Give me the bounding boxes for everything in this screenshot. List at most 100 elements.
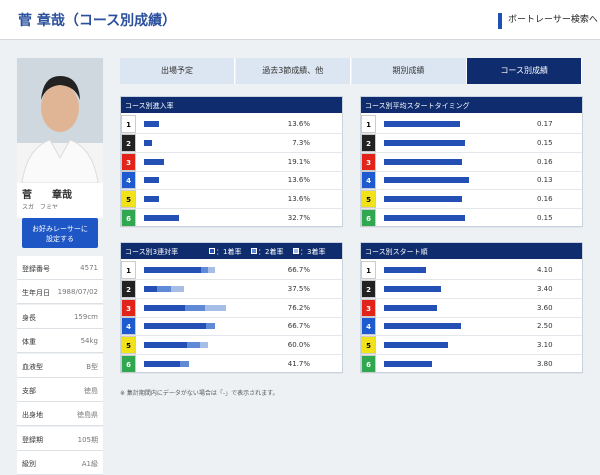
info-row: 身長 159cm: [17, 304, 103, 329]
value-label: 0.15: [537, 138, 553, 147]
value-label: 60.0%: [287, 341, 310, 350]
value-label: 19.1%: [287, 157, 310, 166]
panel: コース別進入率 1 13.6% 2 7.3% 3 19.1% 4 13.6% 5 13.6% 6 32.…: [120, 96, 343, 228]
bar-segment: [170, 285, 185, 292]
row-line: [121, 297, 342, 299]
row-line: [121, 170, 342, 172]
row-line: [361, 373, 582, 374]
row-line: [361, 279, 582, 280]
value-label: 41.7%: [287, 360, 310, 368]
value-label: 66.7%: [287, 322, 310, 331]
tab[interactable]: コース別成績: [467, 58, 583, 84]
bar: [384, 342, 448, 349]
panel: コース別平均スタートタイミング 1 0.17 2 0.15 3 0.16 4 0.13 5 0.16…: [360, 96, 583, 228]
row-line: [361, 297, 582, 299]
row-line: [361, 354, 582, 356]
legend-label: ：3着率: [300, 248, 326, 256]
value-label: 13.6%: [287, 120, 310, 128]
lane-number: 6: [361, 355, 376, 373]
lane-number: 4: [121, 317, 136, 336]
info-row: 級別 A1級: [17, 451, 103, 475]
row-line: [121, 189, 342, 191]
row-line: [361, 208, 582, 210]
value-label: 2.50: [537, 322, 553, 331]
value-label: 3.80: [537, 360, 553, 368]
racer-name: 菅 章哉: [22, 190, 72, 201]
photo: [17, 58, 103, 183]
bar: [384, 121, 460, 127]
legend-swatch: [293, 248, 299, 254]
tab[interactable]: 期別成績: [351, 58, 467, 84]
info-label: 支部: [22, 387, 36, 395]
bar: [384, 285, 442, 292]
info-value: 4571: [80, 264, 98, 272]
info-label: 身長: [22, 313, 36, 322]
info-label: 登録番号: [22, 265, 50, 273]
bar: [384, 361, 433, 367]
info-row: 登録期 105期: [17, 426, 103, 451]
lane-number: 4: [361, 171, 376, 190]
info-label: 登録期: [22, 435, 43, 444]
info-row: 支部 徳島: [17, 378, 103, 402]
lane-number: 6: [361, 209, 376, 227]
info-row: 生年月日 1988/07/02: [17, 280, 103, 305]
info-label: 出身地: [22, 411, 43, 420]
panel-header: [361, 243, 582, 259]
panel-header: [361, 97, 582, 113]
panel: コース別スタート順 1 4.10 2 3.40 3 3.60 4 2.50 5 3.10 6 3.80: [360, 242, 583, 374]
lane-number: 3: [361, 298, 376, 317]
panel-title: コース別3連対率: [125, 248, 179, 256]
value-label: 0.16: [537, 157, 553, 166]
bar-segment: [201, 267, 209, 273]
value-label: 32.7%: [287, 214, 310, 222]
tab[interactable]: 出場予定: [120, 58, 235, 84]
info-row: 登録番号 4571: [17, 256, 103, 280]
row-line: [121, 227, 342, 228]
bar: [384, 196, 463, 203]
lane-number: 6: [121, 355, 136, 373]
bar: [144, 177, 159, 184]
row-line: [361, 151, 582, 153]
row-line: [121, 133, 342, 134]
favorite-button[interactable]: お好みレーサーに 設定する: [22, 218, 98, 248]
racer-kana: スガ フミヤ: [22, 204, 59, 211]
bar: [144, 196, 159, 203]
lane-number: 2: [121, 133, 136, 152]
bar-segment: [144, 342, 187, 349]
row-line: [121, 208, 342, 210]
info-value: B型: [86, 362, 98, 371]
lane-number: 1: [121, 261, 136, 279]
footnote: ※ 集計期間内にデータがない場合は「-」で表示されます。: [120, 390, 279, 397]
info-value: 1988/07/02: [57, 288, 98, 297]
tab[interactable]: 過去3節成績、他: [235, 58, 351, 84]
lane-number: 1: [361, 261, 376, 279]
bar: [384, 139, 465, 146]
lane-number: 5: [361, 336, 376, 355]
bar: [144, 215, 179, 221]
value-label: 37.5%: [287, 284, 310, 293]
row-line: [361, 227, 582, 228]
bar-segment: [184, 304, 206, 311]
bar-segment: [179, 361, 189, 367]
lane-number: 2: [361, 133, 376, 152]
legend-swatch: [209, 248, 215, 254]
bar: [144, 139, 152, 146]
lane-number: 6: [121, 209, 136, 227]
value-label: 13.6%: [287, 195, 310, 204]
bar-segment: [144, 285, 158, 292]
panel-title: コース別スタート順: [365, 248, 428, 256]
bar-segment: [144, 267, 202, 273]
info-value: 159cm: [73, 312, 98, 321]
lane-number: 1: [121, 115, 136, 133]
value-label: 4.10: [537, 266, 553, 274]
lane-number: 3: [121, 298, 136, 317]
info-value: 徳島県: [77, 411, 98, 420]
legend-swatch: [251, 248, 257, 254]
value-label: 3.40: [537, 284, 553, 293]
row-line: [361, 133, 582, 134]
name-box: [17, 183, 103, 218]
search-link[interactable]: ボートレーサー検索へ: [498, 13, 598, 29]
value-label: 76.2%: [287, 303, 310, 312]
row-line: [361, 316, 582, 318]
